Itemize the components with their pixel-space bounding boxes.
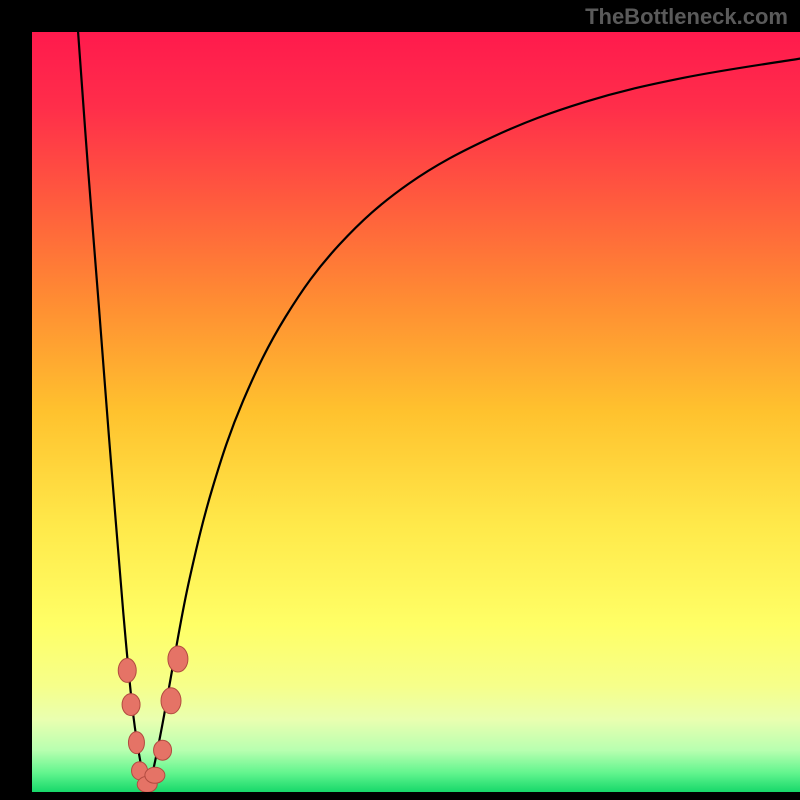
data-marker	[118, 658, 136, 682]
data-marker	[122, 694, 140, 716]
data-marker	[145, 767, 165, 783]
data-marker	[154, 740, 172, 760]
watermark-text: TheBottleneck.com	[585, 4, 788, 30]
curve-right-branch	[147, 59, 800, 791]
plot-area	[32, 32, 800, 792]
data-marker	[168, 646, 188, 672]
curve-left-branch	[78, 32, 147, 790]
data-marker	[161, 688, 181, 714]
data-marker	[128, 732, 144, 754]
bottleneck-chart: TheBottleneck.com	[0, 0, 800, 800]
chart-svg	[32, 32, 800, 792]
